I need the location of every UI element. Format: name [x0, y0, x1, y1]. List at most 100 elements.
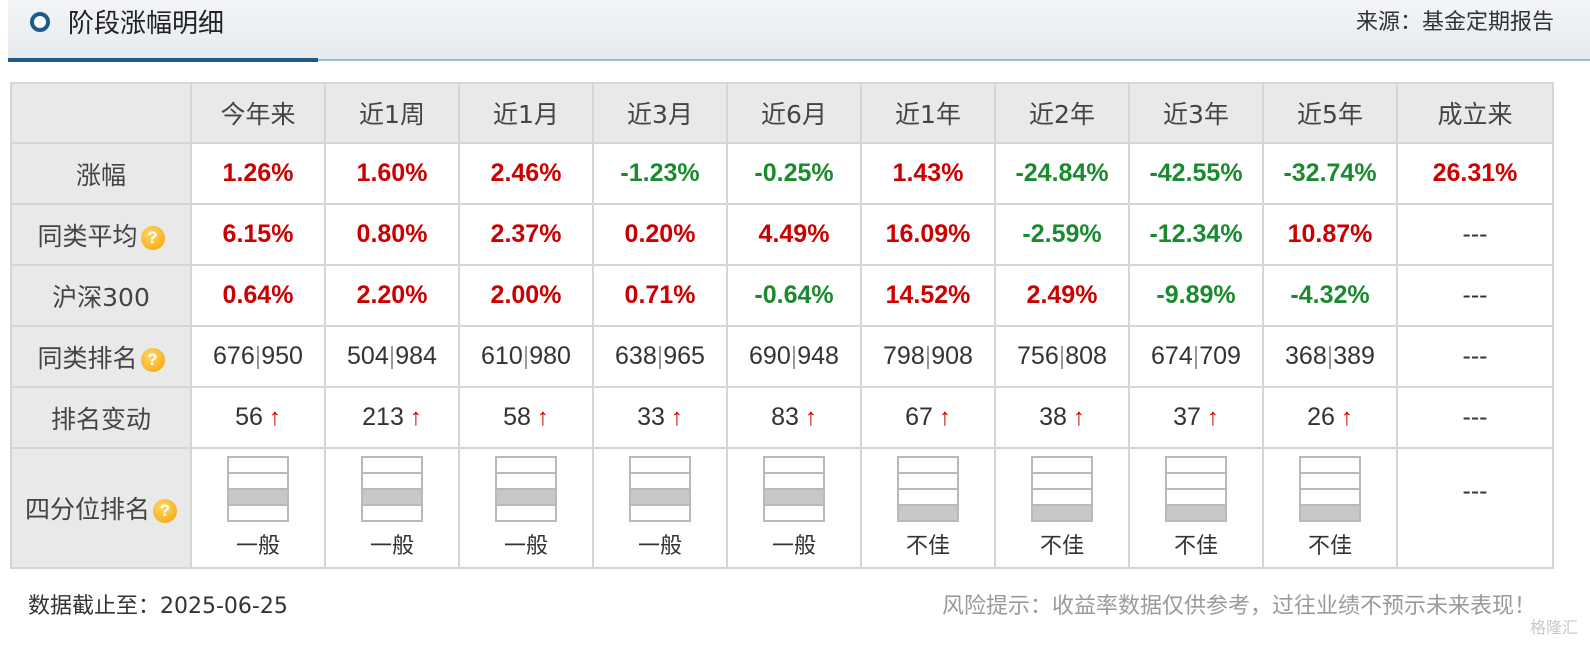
circle-bullet-icon — [30, 12, 50, 32]
quartile-segment — [1033, 506, 1091, 520]
row-label: 涨幅 — [75, 160, 126, 190]
rank-change-value: 213 — [362, 403, 404, 431]
rank-change-value: 38 — [1039, 403, 1067, 431]
quartile-segment — [765, 506, 823, 520]
column-header: 近1周 — [324, 82, 460, 144]
quartile-cell: 不佳 — [860, 447, 996, 569]
up-arrow-icon: ↑ — [1072, 404, 1085, 431]
help-icon[interactable]: ? — [140, 225, 165, 250]
rank-total: 984 — [395, 342, 437, 370]
rank-change-value: 58 — [503, 403, 531, 431]
row-label: 排名变动 — [50, 404, 151, 434]
no-data-dash: --- — [1462, 403, 1488, 431]
row-label-cell: 沪深300 — [10, 264, 192, 327]
quartile-label: 不佳 — [1307, 534, 1352, 559]
risk-disclaimer: 风险提示：收益率数据仅供参考，过往业绩不预示未来表现！ — [941, 594, 1536, 619]
header-row: 今年来 近1周 近1月 近3月 近6月 近1年 近2年 近3年 近5年 成立来 — [10, 82, 1554, 144]
value-cell: 10.87% — [1262, 203, 1398, 266]
value-cell: -42.55% — [1128, 142, 1264, 205]
quartile-cell: 不佳 — [994, 447, 1130, 569]
rank-change-cell: 37 ↑ — [1128, 386, 1264, 449]
quartile-cell: 不佳 — [1128, 447, 1264, 569]
row-label-cell: 同类平均? — [10, 203, 192, 266]
section-header — [8, 0, 1590, 60]
quartile-segment — [765, 474, 823, 490]
quartile-label: 一般 — [637, 534, 682, 559]
table-row-gain: 涨幅 1.26% 1.60% 2.46% -1.23% -0.25% 1.43% -24.84… — [10, 142, 1554, 205]
row-label: 沪深300 — [52, 282, 150, 312]
row-label: 四分位排名 — [24, 495, 150, 524]
rank-change-value: 83 — [771, 403, 799, 431]
quartile-segment — [229, 458, 287, 474]
column-header: 近5年 — [1262, 82, 1398, 144]
table-row-peer_avg: 同类平均? 6.15% 0.80% 2.37% 0.20% 4.49% 16.09% -2.5… — [10, 203, 1554, 266]
rank-separator: | — [254, 342, 262, 370]
rank-total: 709 — [1199, 342, 1241, 370]
rank-position: 798 — [883, 342, 925, 370]
value-cell: 1.26% — [190, 142, 326, 205]
quartile-segment — [497, 506, 555, 520]
rank-change-cell: 26 ↑ — [1262, 386, 1398, 449]
value-cell: 4.49% — [726, 203, 862, 266]
rank-change-cell: 38 ↑ — [994, 386, 1130, 449]
quartile-segment — [1033, 490, 1091, 506]
rank-change-value: 26 — [1307, 403, 1335, 431]
quartile-segment — [497, 490, 555, 506]
value-cell: -4.32% — [1262, 264, 1398, 327]
rank-separator: | — [924, 342, 932, 370]
quartile-segment — [229, 474, 287, 490]
rank-change-value: 67 — [905, 403, 933, 431]
quartile-segment — [1033, 474, 1091, 490]
quartile-cell: 一般 — [458, 447, 594, 569]
data-source-label: 来源：基金定期报告 — [1355, 10, 1554, 35]
value-cell: 14.52% — [860, 264, 996, 327]
rank-separator: | — [522, 342, 530, 370]
quartile-segment — [1167, 506, 1225, 520]
value-cell: 2.46% — [458, 142, 594, 205]
quartile-segment — [899, 474, 957, 490]
rank-position: 504 — [347, 342, 389, 370]
quartile-segment — [1301, 458, 1359, 474]
rank-change-cell: --- — [1396, 386, 1554, 449]
value-cell: 0.71% — [592, 264, 728, 327]
help-icon[interactable]: ? — [153, 499, 177, 523]
help-icon[interactable]: ? — [140, 347, 165, 372]
quartile-indicator — [897, 456, 959, 522]
value-cell: 1.60% — [324, 142, 460, 205]
rank-change-value: 33 — [637, 403, 665, 431]
value-cell: 2.20% — [324, 264, 460, 327]
table-row-peer_rank: 同类排名? 676|950 504|984 610|980 638|965 690|948… — [10, 325, 1554, 388]
rank-position: 368 — [1285, 342, 1327, 370]
quartile-indicator — [361, 456, 423, 522]
rank-position: 610 — [481, 342, 523, 370]
quartile-segment — [1301, 490, 1359, 506]
quartile-segment — [631, 490, 689, 506]
up-arrow-icon: ↑ — [536, 404, 549, 431]
rank-position: 690 — [749, 342, 791, 370]
column-header: 近3年 — [1128, 82, 1264, 144]
no-data-dash: --- — [1462, 342, 1488, 370]
quartile-segment — [1033, 458, 1091, 474]
value-cell: 26.31% — [1396, 142, 1554, 205]
no-data-dash: --- — [1462, 220, 1488, 248]
quartile-segment — [497, 474, 555, 490]
row-label-cell: 四分位排名? — [10, 447, 192, 569]
quartile-indicator — [763, 456, 825, 522]
up-arrow-icon: ↑ — [268, 404, 281, 431]
table-row-quartile: 四分位排名? 一般 一般 一般 一般 一般 不佳 不佳 不佳 不佳 --- — [10, 447, 1554, 569]
rank-separator: | — [656, 342, 664, 370]
rank-cell: 674|709 — [1128, 325, 1264, 388]
table-row-csi300: 沪深300 0.64% 2.20% 2.00% 0.71% -0.64% 14.52% 2.4… — [10, 264, 1554, 327]
value-cell: 2.37% — [458, 203, 594, 266]
rank-position: 756 — [1017, 342, 1059, 370]
rank-total: 965 — [663, 342, 705, 370]
rank-separator: | — [1326, 342, 1334, 370]
corner-cell — [10, 82, 192, 144]
data-cutoff-date: 数据截止至：2025-06-25 — [28, 594, 288, 619]
quartile-segment — [229, 490, 287, 506]
row-label: 同类平均 — [37, 221, 138, 251]
up-arrow-icon: ↑ — [1340, 404, 1353, 431]
rank-cell: 756|808 — [994, 325, 1130, 388]
rank-total: 808 — [1065, 342, 1107, 370]
quartile-cell: 一般 — [324, 447, 460, 569]
